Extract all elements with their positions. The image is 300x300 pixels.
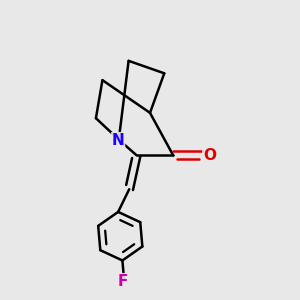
Text: N: N bbox=[112, 133, 124, 148]
Text: F: F bbox=[117, 274, 128, 289]
Text: O: O bbox=[203, 148, 216, 163]
